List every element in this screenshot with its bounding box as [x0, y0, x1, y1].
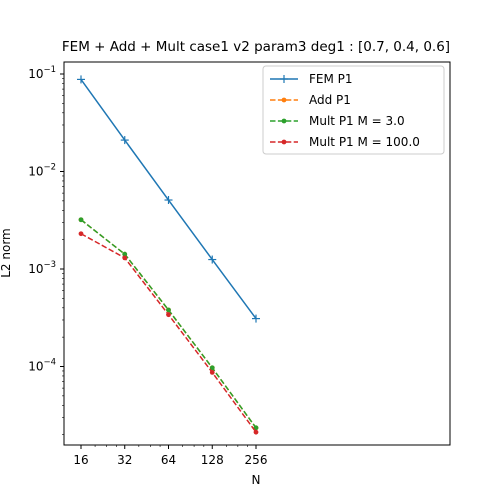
data-point [78, 231, 84, 237]
data-point [253, 425, 259, 431]
x-tick-label: 128 [201, 453, 224, 467]
y-tick-label: 10−4 [28, 358, 56, 374]
x-tick-label: 32 [117, 453, 132, 467]
legend: FEM P1 Add P1 Mult P1 M = 3.0 Mult P1 M = 1… [262, 65, 445, 155]
data-point [209, 369, 215, 375]
y-tick-label: 10−3 [28, 260, 56, 276]
legend-label: Add P1 [309, 93, 351, 107]
data-point [166, 307, 171, 313]
data-point [209, 365, 215, 371]
data-point [122, 251, 128, 257]
series-mult-p1-m-100-0 [78, 231, 259, 435]
data-point [77, 75, 85, 84]
x-axis-label: N [252, 473, 261, 487]
x-tick-label: 256 [245, 453, 268, 467]
data-point [120, 136, 129, 145]
axes: 16 32 64 128 256 10−1 10−2 10−3 10−4 [28, 65, 267, 467]
plot-marks [77, 75, 260, 435]
data-point [122, 255, 128, 261]
legend-label: FEM P1 [309, 72, 353, 86]
data-point [78, 217, 84, 223]
y-tick-label: 10−1 [28, 65, 56, 81]
legend-label: Mult P1 M = 3.0 [309, 114, 405, 128]
series-fem-p1 [77, 75, 260, 323]
plot-frame [63, 61, 451, 446]
legend-entry: Mult P1 M = 100.0 [270, 135, 420, 149]
legend-label: Mult P1 M = 100.0 [309, 135, 420, 149]
series-line [80, 233, 257, 433]
data-point [164, 196, 173, 205]
data-point [208, 255, 217, 264]
series-mult-p1-m-3-0 [78, 217, 259, 431]
chart-title: FEM + Add + Mult case1 v2 param3 deg1 : … [62, 39, 450, 55]
y-axis-label: L2 norm [0, 228, 13, 278]
data-point [253, 429, 259, 435]
legend-entry: FEM P1 [270, 72, 353, 86]
data-point [252, 314, 260, 323]
y-tick-label: 10−2 [28, 163, 56, 179]
legend-box [262, 65, 445, 155]
x-tick-label: 64 [161, 453, 176, 467]
legend-entry: Add P1 [270, 93, 351, 107]
x-tick-label: 16 [73, 453, 88, 467]
data-point [166, 312, 171, 318]
legend-entry: Mult P1 M = 3.0 [270, 114, 405, 128]
